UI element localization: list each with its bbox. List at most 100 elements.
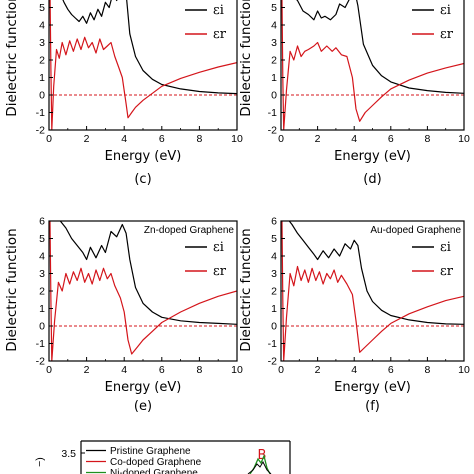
y-axis-label: Dielectric function	[4, 228, 20, 351]
y-axis-label-fragment: −)	[34, 457, 46, 467]
y-tick-label: 6	[271, 216, 277, 228]
series-line-epsilon-r	[281, 221, 464, 361]
y-tick-label: 6	[39, 216, 45, 228]
x-tick-label: 4	[121, 133, 127, 145]
y-tick-label: 5	[39, 233, 45, 245]
y-tick-label: 3	[271, 268, 277, 280]
legend-label: Pristine Graphene	[110, 446, 191, 457]
x-axis-label: Energy (eV)	[105, 149, 182, 164]
panel-title: Au-doped Graphene	[370, 225, 461, 236]
series-line-epsilon-i	[62, 0, 237, 95]
plot-area	[281, 0, 464, 130]
y-axis-label: Dielectric function	[238, 228, 254, 351]
y-tick-label: 0	[39, 90, 45, 102]
legend-label: εi	[213, 3, 224, 18]
x-tick-label: 2	[84, 364, 90, 376]
x-tick-label: 8	[424, 364, 430, 376]
y-tick-label: 0	[271, 90, 277, 102]
x-tick-label: 10	[231, 364, 243, 376]
y-tick-label: 5	[271, 233, 277, 245]
y-tick-label: -1	[36, 107, 45, 119]
y-tick-label: -1	[268, 338, 277, 350]
chart-panel: 0 2 4 6 8 10 -2 -1 0 1 2 3 4 5 6 Energy (eV) Dielectric …	[4, 216, 243, 415]
x-tick-label: 0	[278, 364, 284, 376]
y-tick-label: 2	[271, 55, 277, 67]
x-tick-label: 8	[196, 364, 202, 376]
y-tick-label: 4	[271, 20, 277, 32]
y-axis-label: Dielectric function	[4, 0, 20, 117]
legend-label: εi	[213, 240, 224, 255]
panel-letter: (d)	[363, 172, 381, 187]
plot-area	[49, 221, 237, 361]
series-line-epsilon-r	[49, 221, 237, 361]
x-axis-label: Energy (eV)	[334, 380, 411, 395]
x-tick-label: 6	[388, 133, 394, 145]
y-tick-label: 2	[271, 286, 277, 298]
y-tick-label: 4	[271, 251, 277, 263]
y-tick-label: 1	[39, 303, 45, 315]
x-tick-label: 4	[351, 364, 357, 376]
legend-label: εi	[440, 3, 451, 18]
x-tick-label: 2	[315, 133, 321, 145]
y-tick-label: 1	[271, 303, 277, 315]
series-line-epsilon-r	[281, 0, 464, 130]
x-axis-label: Energy (eV)	[334, 149, 411, 164]
y-tick-label: -1	[36, 338, 45, 350]
x-tick-label: 8	[424, 133, 430, 145]
x-tick-label: 0	[46, 364, 52, 376]
legend-label: εr	[213, 27, 227, 42]
legend-label: Co-doped Graphene	[110, 457, 202, 468]
y-tick-label: 2	[39, 55, 45, 67]
panel-letter: (f)	[365, 399, 380, 414]
series-line-epsilon-i	[288, 221, 464, 325]
x-tick-label: 6	[388, 364, 394, 376]
legend-label: εr	[213, 264, 227, 279]
y-tick-label: 3	[271, 37, 277, 49]
y-tick-label: -2	[36, 125, 45, 137]
series-line-pristine	[247, 460, 272, 474]
x-tick-label: 2	[315, 364, 321, 376]
y-tick-label: -2	[268, 125, 277, 137]
y-tick-label: 1	[39, 72, 45, 84]
y-tick-label: -2	[268, 356, 277, 368]
plot-area	[281, 221, 464, 361]
y-tick-label: 4	[39, 251, 45, 263]
legend-label: εi	[440, 240, 451, 255]
chart-panel: 0 2 4 6 8 10 -2 -1 0 1 2 3 4 5 Energy (eV) Dielectric f…	[238, 0, 470, 187]
x-tick-label: 0	[46, 133, 52, 145]
y-tick-label: 3	[39, 268, 45, 280]
y-tick-label: 3.5	[61, 448, 76, 460]
x-tick-label: 10	[458, 133, 470, 145]
x-tick-label: 2	[84, 133, 90, 145]
panel-title: Zn-doped Graphene	[144, 225, 235, 236]
x-axis-label: Energy (eV)	[105, 380, 182, 395]
y-tick-label: 5	[271, 2, 277, 14]
y-tick-label: 4	[39, 20, 45, 32]
x-tick-label: 6	[159, 364, 165, 376]
panel-letter: (e)	[134, 399, 152, 414]
chart-panel: 0 2 4 6 8 10 -2 -1 0 1 2 3 4 5 Energy (eV) Dielectric f…	[4, 0, 243, 187]
y-tick-label: 0	[39, 321, 45, 333]
series-line-epsilon-i	[296, 0, 464, 94]
x-tick-label: 0	[278, 133, 284, 145]
plot-area	[49, 0, 237, 130]
x-tick-label: 10	[458, 364, 470, 376]
series-line-epsilon-r	[49, 0, 237, 130]
y-tick-label: 0	[271, 321, 277, 333]
x-tick-label: 6	[159, 133, 165, 145]
legend-label: εr	[440, 264, 454, 279]
x-tick-label: 4	[121, 364, 127, 376]
x-tick-label: 4	[351, 133, 357, 145]
y-tick-label: -2	[36, 356, 45, 368]
y-tick-label: -1	[268, 107, 277, 119]
y-tick-label: 1	[271, 72, 277, 84]
y-axis-label: Dielectric function	[238, 0, 254, 117]
y-tick-label: 3	[39, 37, 45, 49]
x-tick-label: 10	[231, 133, 243, 145]
legend-label: Ni-doped Graphene	[110, 468, 198, 474]
y-tick-label: 5	[39, 2, 45, 14]
series-line-epsilon-i	[59, 221, 237, 325]
panel-letter: (c)	[134, 172, 151, 187]
